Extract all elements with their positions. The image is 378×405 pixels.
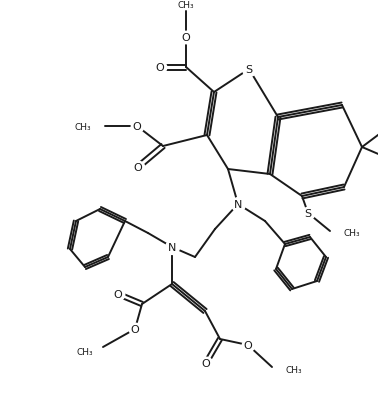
Text: S: S [304, 209, 311, 218]
Text: O: O [244, 340, 253, 350]
Text: O: O [201, 358, 211, 368]
Text: CH₃: CH₃ [178, 1, 194, 10]
Text: O: O [181, 33, 191, 43]
Text: N: N [168, 243, 176, 252]
Text: N: N [234, 200, 242, 209]
Text: O: O [133, 122, 141, 132]
Text: O: O [131, 324, 139, 334]
Text: CH₃: CH₃ [286, 366, 303, 375]
Text: CH₃: CH₃ [344, 229, 361, 238]
Text: O: O [134, 162, 143, 173]
Text: CH₃: CH₃ [76, 347, 93, 357]
Text: CH₃: CH₃ [74, 122, 91, 131]
Text: O: O [156, 63, 164, 73]
Text: S: S [245, 65, 253, 75]
Text: O: O [114, 289, 122, 299]
